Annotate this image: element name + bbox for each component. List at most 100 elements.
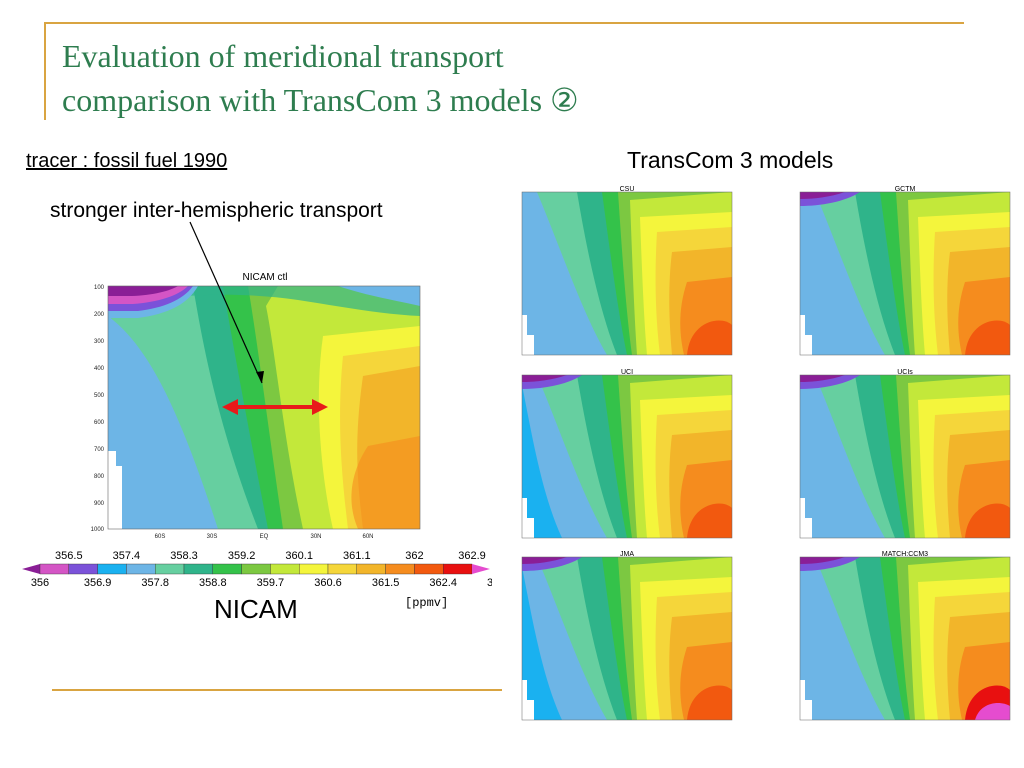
panel-frame [799, 191, 1011, 356]
colorbar-upper-label: 362.9 [458, 550, 486, 562]
panel-terrain-mask [522, 680, 534, 720]
y-tick: 300 [94, 339, 105, 345]
colorbar-lower-label: 357.8 [141, 577, 169, 589]
x-tick: EQ [260, 534, 269, 540]
colorbar-cell [385, 563, 415, 575]
colorbar-cell [126, 563, 156, 575]
colorbar-cell [414, 563, 444, 575]
panel-terrain-mask [800, 315, 812, 355]
x-tick: 60N [362, 534, 373, 540]
panel-terrain-mask [800, 498, 812, 538]
panel-frame [521, 191, 733, 356]
y-tick: 400 [94, 366, 105, 372]
y-tick: 600 [94, 420, 105, 426]
panel-band [687, 503, 732, 538]
panel-band [975, 702, 1010, 720]
nicam-x-ticks: 60S 30S EQ 30N 60N [155, 534, 374, 540]
colorbar-cell [97, 563, 127, 575]
colorbar-cell [443, 563, 473, 575]
panel-band [522, 557, 567, 564]
transcom-panel-csu: CSU [521, 186, 733, 356]
x-tick: 60S [155, 534, 166, 540]
panel-title: JMA [620, 551, 634, 558]
y-tick: 1000 [91, 527, 105, 533]
panel-title: GCTM [895, 186, 916, 193]
panel-band [687, 685, 732, 720]
panel-band [687, 320, 732, 355]
panel-frame [799, 556, 1011, 721]
colorbar-lower-labels: 356 356.9 357.8 358.8 359.7 360.6 361.5 362.4 36… [31, 577, 492, 589]
nicam-caption: NICAM [214, 594, 298, 624]
colorbar-cell [183, 563, 213, 575]
double-arrow-left-head [222, 399, 238, 415]
colorbar-lower-label: 363.4 [487, 577, 492, 589]
y-tick: 500 [94, 393, 105, 399]
panel-band [800, 375, 845, 382]
panel-band [800, 192, 845, 199]
panel-band [522, 567, 562, 720]
panel-frame [521, 556, 733, 721]
pointer-arrowhead [256, 371, 264, 383]
tracer-subtitle: tracer : fossil fuel 1990 [26, 150, 228, 172]
colorbar-upper-label: 359.2 [228, 550, 256, 562]
colorbar-upper-label: 361.1 [343, 550, 371, 562]
pointer-line [189, 221, 263, 384]
nicam-chart-title: NICAM ctl [243, 272, 288, 283]
colorbar-lower-label: 361.5 [372, 577, 400, 589]
y-tick: 900 [94, 501, 105, 507]
panel-terrain-mask [522, 498, 534, 538]
title-line-1: Evaluation of meridional transport [62, 38, 504, 74]
colorbar-upper-label: 356.5 [55, 550, 83, 562]
colorbar-cell [299, 563, 329, 575]
colorbar-cell [154, 563, 185, 575]
y-tick: 200 [94, 312, 105, 318]
colorbar-lower-label: 362.4 [429, 577, 457, 589]
y-tick: 700 [94, 447, 105, 453]
colorbar-cell [22, 564, 40, 574]
colorbar-cell [472, 564, 490, 574]
panel-band [522, 375, 567, 382]
transcom-panel-jma: JMA [521, 551, 733, 721]
colorbar-cell [356, 563, 386, 575]
transcom-panel-match-ccm3: MATCH:CCM3 [799, 551, 1011, 721]
colorbar-lower-label: 360.6 [314, 577, 342, 589]
colorbar-cell [68, 563, 98, 575]
panel-title: CSU [620, 186, 635, 193]
panel-title: MATCH:CCM3 [882, 551, 928, 558]
left-accent-line [44, 22, 46, 120]
y-tick: 800 [94, 474, 105, 480]
nicam-y-ticks: 100 200 300 400 500 600 700 800 900 1000 [91, 285, 105, 533]
x-tick: 30N [310, 534, 321, 540]
colorbar-upper-label: 358.3 [170, 550, 198, 562]
colorbar-cell [212, 563, 242, 575]
panel-band [965, 503, 1010, 538]
colorbar-lower-label: 356.9 [84, 577, 112, 589]
panel-terrain-mask [522, 315, 534, 355]
transcom-panel-gctm: GCTM [799, 186, 1011, 356]
colorbar-upper-label: 362 [405, 550, 423, 562]
panel-frame [799, 374, 1011, 539]
panel-band [800, 557, 845, 564]
colorbar-cell [327, 563, 357, 575]
colorbar: 356.5 357.4 358.3 359.2 360.1 361.1 362 362.9 36… [22, 550, 492, 589]
panel-band [522, 385, 562, 538]
colorbar-upper-label: 360.1 [285, 550, 313, 562]
panel-title: UCI [621, 369, 633, 376]
top-accent-line [44, 22, 964, 24]
panel-title: UCIs [897, 369, 913, 376]
title-line-2: comparison with TransCom 3 models ② [62, 82, 579, 118]
colorbar-lower-label: 358.8 [199, 577, 227, 589]
colorbar-lower-label: 356 [31, 577, 49, 589]
colorbar-cell [39, 563, 69, 575]
panel-terrain-mask [800, 680, 812, 720]
colorbar-lower-label: 359.7 [257, 577, 285, 589]
colorbar-unit: [ppmv] [405, 596, 449, 610]
colorbar-upper-label: 357.4 [113, 550, 141, 562]
colorbar-cells [22, 563, 490, 575]
panel-band [965, 320, 1010, 355]
slide-title: Evaluation of meridional transport compa… [62, 34, 579, 122]
colorbar-upper-labels: 356.5357.4358.3359.2360.1361.1362362.936… [55, 550, 486, 562]
transcom-heading: TransCom 3 models [627, 147, 834, 173]
annotation-text: stronger inter-hemispheric transport [50, 199, 383, 222]
